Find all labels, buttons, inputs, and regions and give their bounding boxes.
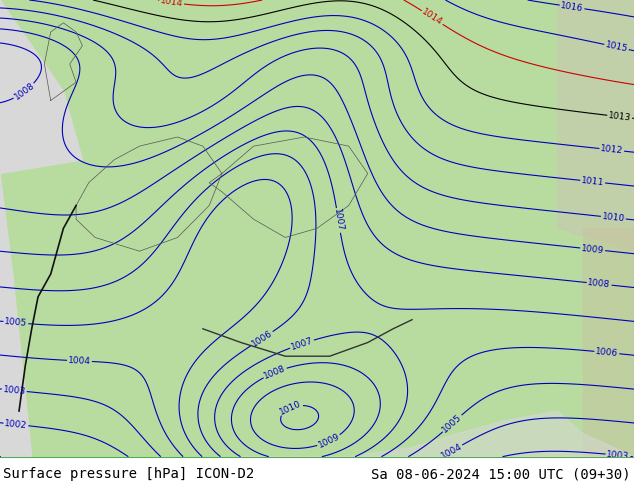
Text: 1002: 1002 — [4, 419, 28, 430]
Text: 1011: 1011 — [581, 176, 605, 187]
Text: 1003: 1003 — [606, 450, 630, 461]
Text: 1004: 1004 — [439, 441, 463, 461]
Text: 1015: 1015 — [604, 40, 629, 54]
Text: 1006: 1006 — [250, 328, 275, 348]
Polygon shape — [558, 0, 634, 251]
Text: Surface pressure [hPa] ICON-D2: Surface pressure [hPa] ICON-D2 — [3, 467, 254, 481]
Polygon shape — [0, 173, 32, 457]
Polygon shape — [583, 228, 634, 457]
Polygon shape — [0, 0, 634, 457]
Text: 1014: 1014 — [160, 0, 184, 8]
Text: 1005: 1005 — [441, 413, 464, 435]
Text: 1005: 1005 — [4, 317, 28, 328]
Text: 1008: 1008 — [13, 81, 36, 102]
Text: 1008: 1008 — [587, 278, 611, 290]
Text: 1006: 1006 — [595, 347, 619, 358]
Text: 1014: 1014 — [420, 7, 444, 27]
Text: 1010: 1010 — [278, 399, 303, 416]
Text: 1008: 1008 — [262, 364, 287, 381]
Text: 1007: 1007 — [332, 208, 345, 233]
Polygon shape — [0, 0, 82, 173]
Text: 1012: 1012 — [600, 144, 624, 155]
Polygon shape — [241, 411, 634, 457]
Text: 1003: 1003 — [3, 385, 26, 396]
Text: 1010: 1010 — [602, 212, 625, 223]
Text: Sa 08-06-2024 15:00 UTC (09+30): Sa 08-06-2024 15:00 UTC (09+30) — [371, 467, 631, 481]
Text: 1016: 1016 — [560, 1, 584, 13]
Text: 1013: 1013 — [608, 111, 631, 122]
Text: 1007: 1007 — [290, 336, 314, 352]
Text: 1009: 1009 — [581, 244, 605, 255]
Text: 1004: 1004 — [68, 356, 91, 366]
Text: 1009: 1009 — [316, 432, 341, 450]
